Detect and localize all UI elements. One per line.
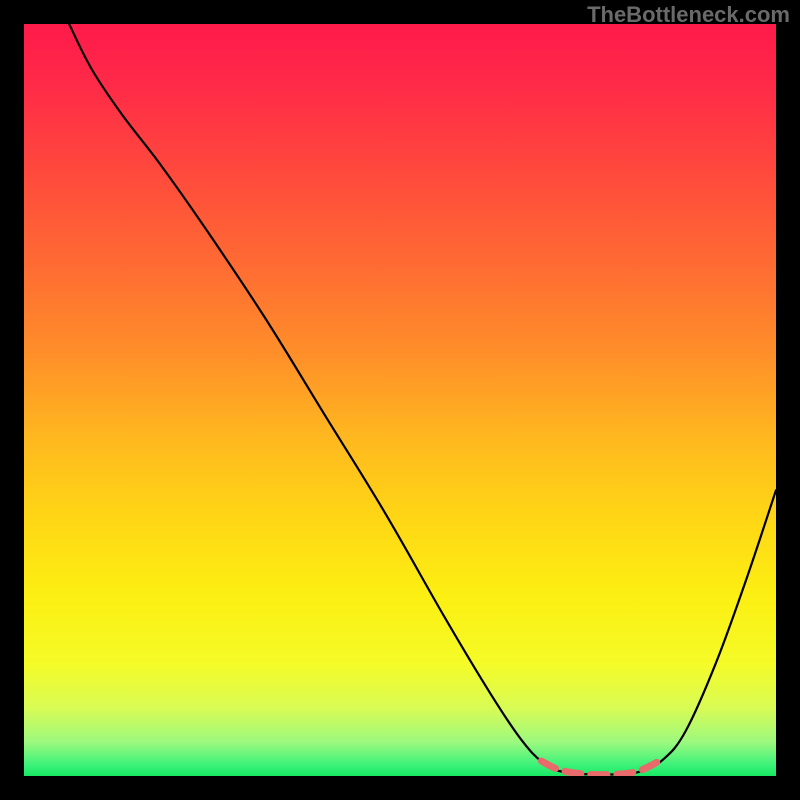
plot-area <box>24 24 776 776</box>
bottleneck-curve <box>69 24 776 775</box>
watermark-text: TheBottleneck.com <box>587 2 790 28</box>
chart-canvas: TheBottleneck.com <box>0 0 800 800</box>
optimal-range-marker <box>541 761 659 775</box>
plot-svg <box>24 24 776 776</box>
